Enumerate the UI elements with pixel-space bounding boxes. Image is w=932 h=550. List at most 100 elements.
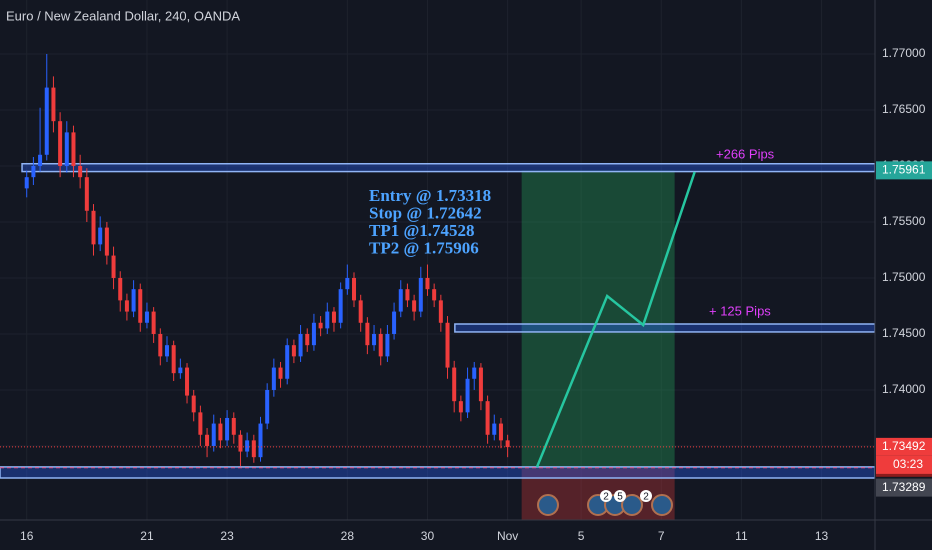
event-count: 2 — [643, 492, 649, 503]
candle-body — [452, 367, 457, 402]
y-tick-label: 1.77000 — [882, 46, 926, 60]
projection-line — [535, 171, 696, 468]
y-tick-label: 1.76500 — [882, 102, 926, 116]
candle-body — [38, 154, 43, 166]
candle-body — [298, 333, 303, 357]
price-tag — [876, 478, 932, 497]
candle-body — [198, 412, 203, 435]
pip-label: +266 Pips — [716, 146, 775, 161]
y-tick-label: 1.75000 — [882, 270, 926, 284]
candle-body — [185, 367, 190, 396]
candle-body — [64, 132, 69, 166]
candle-body — [178, 367, 183, 374]
event-count: 2 — [603, 492, 609, 503]
candle-body — [412, 300, 417, 312]
candle-body — [245, 440, 250, 452]
y-tick-label: 1.75500 — [882, 214, 926, 228]
candle-body — [191, 395, 196, 413]
candle-body — [111, 255, 116, 278]
price-tag — [876, 437, 932, 456]
event-icon — [537, 494, 559, 516]
candle-body — [485, 401, 490, 435]
candle-body — [58, 121, 63, 166]
candle-body — [265, 389, 270, 424]
candle-body — [418, 277, 423, 312]
candle-body — [71, 132, 76, 166]
annotation: Stop @ 1.72642 — [369, 203, 482, 222]
candle-body — [311, 322, 316, 346]
x-tick-label: 28 — [341, 529, 355, 543]
candle-body — [138, 289, 143, 323]
y-tick-label: 1.74000 — [882, 382, 926, 396]
candle-body — [231, 417, 236, 435]
candle-body — [498, 423, 503, 441]
event-icon — [621, 494, 643, 516]
axes: 1.735001.740001.745001.750001.755001.760… — [20, 46, 932, 543]
candle-body — [305, 333, 310, 346]
candle-body — [392, 311, 397, 334]
event-badge — [600, 490, 612, 502]
candle-body — [98, 227, 103, 245]
candle-body — [405, 289, 410, 301]
x-tick-label: 7 — [658, 529, 665, 543]
candle-body — [505, 440, 510, 448]
candle-body — [432, 289, 437, 301]
candle-body — [445, 322, 450, 368]
candle-body — [24, 177, 29, 189]
candle-body — [345, 277, 350, 290]
annotation: Entry @ 1.73318 — [369, 186, 491, 205]
candle-body — [104, 227, 109, 256]
countdown: 03:23 — [893, 457, 923, 471]
candle-body — [78, 165, 83, 178]
zone — [0, 466, 875, 479]
y-tick-label: 1.74500 — [882, 326, 926, 340]
candle-body — [352, 277, 357, 301]
candle-body — [285, 345, 290, 379]
candle-body — [84, 177, 89, 211]
candle-body — [338, 289, 343, 323]
candle-body — [218, 423, 223, 441]
candle-body — [271, 367, 276, 390]
candle-body — [158, 333, 163, 357]
chart-title: Euro / New Zealand Dollar, 240, OANDA — [6, 8, 240, 23]
candle-body — [51, 87, 56, 122]
candle-body — [144, 311, 149, 323]
candle-body — [318, 322, 323, 329]
x-tick-label: 23 — [220, 529, 234, 543]
candle-body — [458, 401, 463, 413]
price-tag-label: 1.75961 — [882, 163, 926, 177]
countdown-tag — [876, 455, 932, 474]
candle-body — [118, 277, 123, 301]
candle-body — [358, 300, 363, 323]
x-tick-label: 11 — [735, 529, 748, 543]
candle-body — [438, 300, 443, 323]
event-count: 5 — [617, 492, 623, 503]
candle-body — [124, 300, 129, 312]
candle-body — [378, 333, 383, 357]
candle-body — [258, 423, 263, 458]
candle-body — [472, 367, 477, 379]
candle-body — [365, 322, 370, 346]
candle-body — [385, 333, 390, 357]
annotation: TP1 @1.74528 — [369, 221, 475, 240]
zone — [21, 162, 875, 173]
x-tick-label: 30 — [421, 529, 435, 543]
price-tag-label: 1.73289 — [882, 480, 926, 494]
candle-body — [478, 367, 483, 402]
annotation: TP2 @ 1.75906 — [369, 238, 479, 257]
candle-body — [465, 378, 470, 413]
event-badge — [614, 490, 626, 502]
candle-body — [251, 440, 256, 458]
candle-body — [151, 311, 156, 334]
x-tick-label: Nov — [497, 529, 518, 543]
candle-body — [131, 289, 136, 312]
candle-body — [225, 417, 230, 441]
price-tag-label: 1.73492 — [882, 439, 926, 453]
candle-body — [44, 87, 49, 155]
candle-body — [372, 333, 377, 346]
candle-body — [291, 345, 296, 357]
candle-body — [205, 434, 210, 446]
x-tick-label: 16 — [20, 529, 34, 543]
